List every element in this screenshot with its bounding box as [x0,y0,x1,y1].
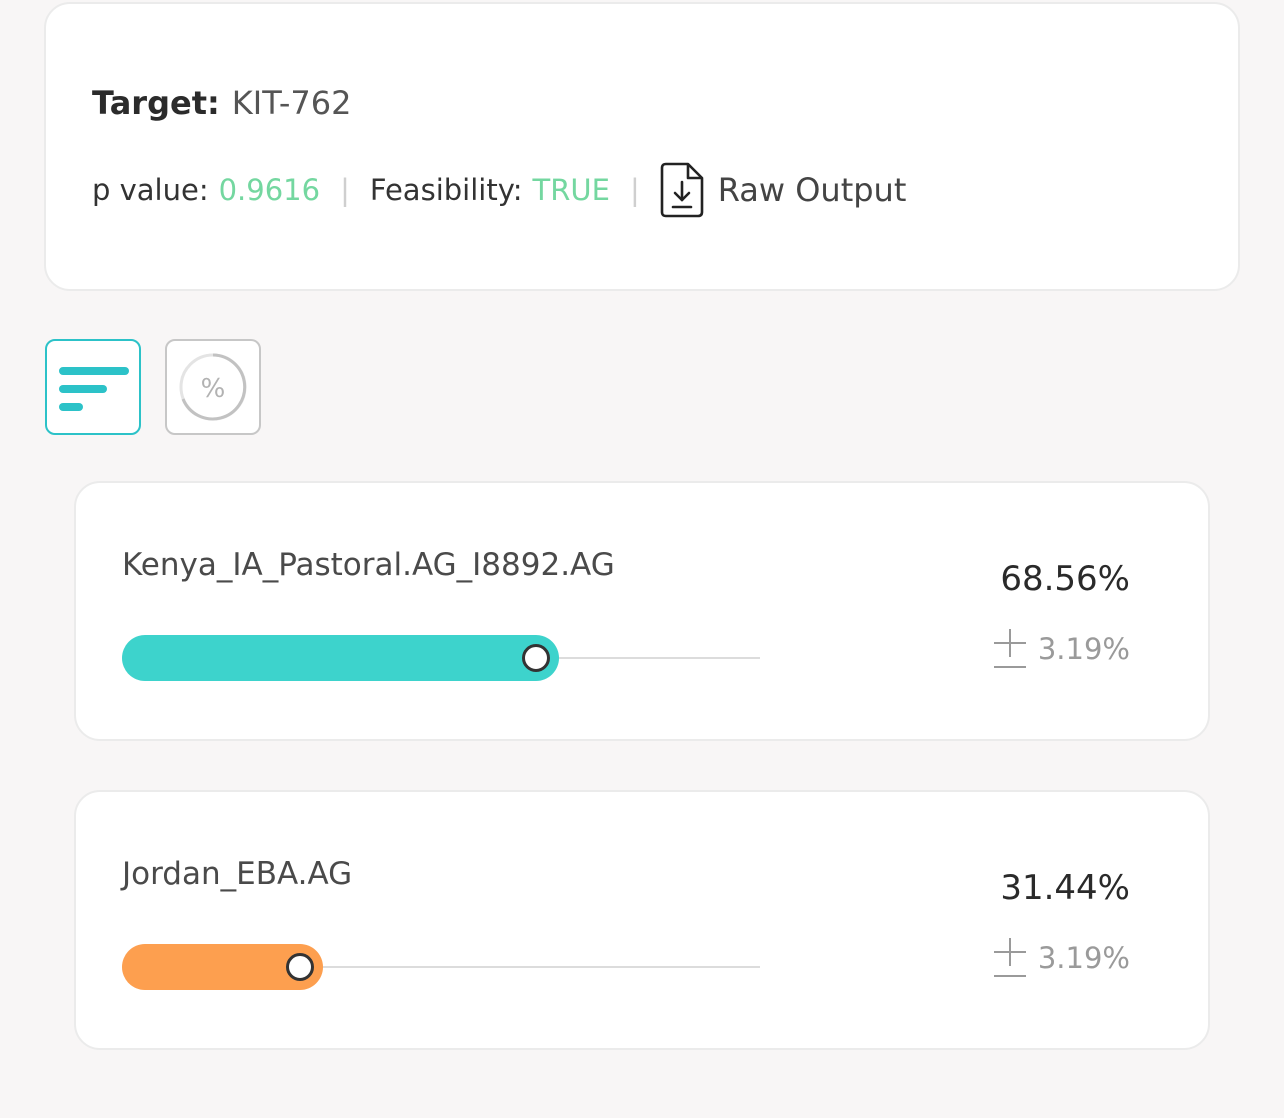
raw-output-button[interactable]: Raw Output [660,162,907,218]
slider-handle[interactable] [522,644,550,672]
population-card: Kenya_IA_Pastoral.AG_I8892.AG 68.56% 3.1… [74,481,1210,741]
plus-minus-icon [993,629,1026,668]
percent-circle-icon: % [179,353,247,421]
feasibility-label: Feasibility: [369,173,523,207]
error-margin: 3.19% [992,627,1130,671]
stats-line: p value: 0.9616 | Feasibility: TRUE | Ra… [92,160,906,220]
population-percentage: 68.56% [1000,559,1130,599]
error-value: 3.19% [1037,941,1130,975]
separator: | [340,173,350,207]
p-value-label: p value: [92,173,209,207]
summary-card: Target: KIT-762 p value: 0.9616 | Feasibi… [44,2,1240,291]
population-name: Kenya_IA_Pastoral.AG_I8892.AG [122,547,615,583]
target-line: Target: KIT-762 [92,84,351,122]
p-value: 0.9616 [218,173,321,207]
bar-list-icon [59,367,129,411]
population-name: Jordan_EBA.AG [122,856,353,892]
target-label: Target: [92,84,220,122]
target-value: KIT-762 [231,84,352,122]
error-margin: 3.19% [992,936,1130,980]
percent-glyph: % [201,374,226,404]
raw-output-label: Raw Output [717,171,907,209]
separator: | [629,173,640,207]
plus-minus-icon [993,938,1026,977]
population-percentage: 31.44% [1000,868,1130,908]
percent-view-toggle[interactable]: % [165,339,261,435]
slider-handle[interactable] [286,953,314,981]
slider-fill [122,635,559,681]
slider-track [122,966,760,968]
population-card: Jordan_EBA.AG 31.44% 3.19% [74,790,1210,1050]
feasibility-value: TRUE [532,173,610,207]
bar-view-toggle[interactable] [45,339,141,435]
file-download-icon [660,162,704,218]
error-value: 3.19% [1037,632,1130,666]
